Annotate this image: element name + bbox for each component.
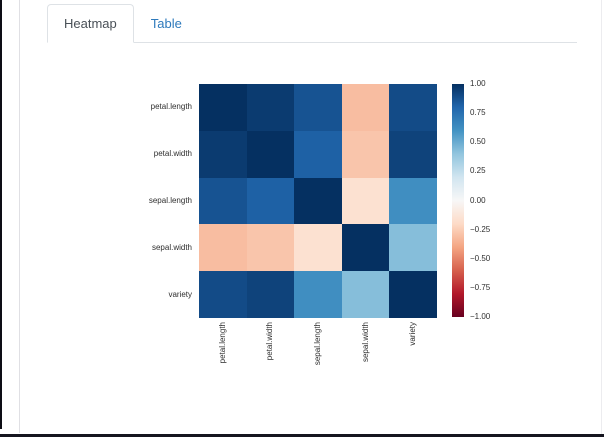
colorbar [452,84,464,317]
heatmap-grid [199,84,437,318]
heatmap-cell[interactable] [389,84,437,131]
heatmap-cell[interactable] [199,130,247,178]
colorbar-tick-label: 0.25 [470,166,486,176]
heatmap-cell[interactable] [246,130,295,178]
heatmap-cell[interactable] [246,84,295,131]
x-axis-label: sepal.width [360,322,370,363]
heatmap-cell[interactable] [246,177,295,225]
colorbar-tick-label: 0.50 [470,137,486,147]
heatmap-cell[interactable] [199,84,247,131]
x-axis-label: petal.width [265,322,275,361]
content-left-divider [19,0,20,433]
x-axis-label: petal.length [217,322,227,364]
heatmap-cell[interactable] [199,224,247,272]
y-axis-label: petal.length [150,102,192,112]
heatmap-cell[interactable] [341,271,390,318]
window-left-edge [0,0,2,429]
colorbar-tick-label: 0.00 [470,195,486,205]
heatmap-cell[interactable] [389,224,437,272]
y-axis-label: petal.width [153,149,192,159]
heatmap-cell[interactable] [294,130,342,178]
heatmap-cell[interactable] [294,224,342,272]
tab-heatmap[interactable]: Heatmap [47,4,134,43]
y-axis-label: sepal.width [151,242,192,252]
colorbar-tick-label: −0.25 [470,224,491,234]
heatmap-cell[interactable] [246,224,295,272]
x-axis-label: sepal.length [313,322,322,366]
tab-bar: Heatmap Table [47,4,577,43]
y-axis-label: variety [168,289,192,299]
x-axis-label: variety [408,322,418,346]
heatmap-cell[interactable] [246,271,295,318]
y-axis-label: sepal.length [148,196,192,205]
heatmap-cell[interactable] [389,177,437,225]
heatmap-cell[interactable] [199,177,247,225]
heatmap-cell[interactable] [341,177,390,225]
colorbar-tick-label: −1.00 [470,312,491,321]
heatmap-cell[interactable] [199,271,247,318]
heatmap-cell[interactable] [294,84,342,131]
heatmap-cell[interactable] [341,224,390,272]
heatmap-cell[interactable] [294,271,342,318]
heatmap-cell[interactable] [341,130,390,178]
heatmap-cell[interactable] [389,271,437,318]
window-right-edge [601,0,602,437]
tab-table[interactable]: Table [150,16,182,31]
colorbar-tick-label: 0.75 [470,108,486,118]
heatmap-cell[interactable] [294,177,342,225]
window-bottom-bar [0,434,604,437]
heatmap-cell[interactable] [389,130,437,178]
colorbar-tick-label: 1.00 [470,79,486,88]
colorbar-tick-label: −0.75 [470,282,491,292]
heatmap-cell[interactable] [341,84,390,131]
colorbar-tick-label: −0.50 [470,253,491,263]
